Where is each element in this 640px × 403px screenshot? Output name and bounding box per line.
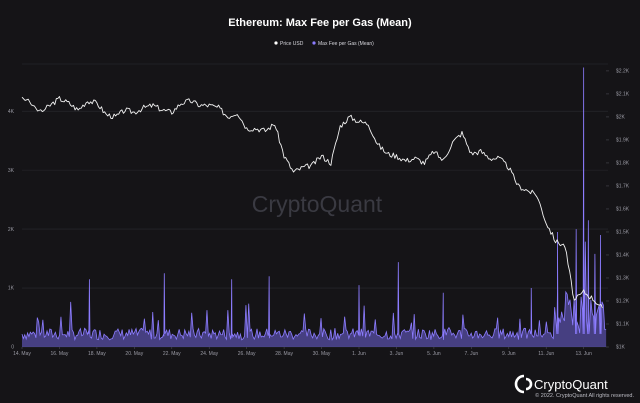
left-tick-label: 2K xyxy=(8,227,15,233)
right-tick-label: $1K xyxy=(616,345,626,351)
x-tick-label: 11. Jun xyxy=(538,351,554,357)
price-line xyxy=(21,96,603,309)
right-tick-label: $1.8K xyxy=(616,161,630,167)
cryptoquant-logo-icon xyxy=(514,374,533,394)
left-tick-label: 0 xyxy=(11,345,14,351)
x-tick-label: 20. May xyxy=(125,351,143,357)
x-tick-label: 1. Jun xyxy=(352,351,366,357)
brand-name: CryptoQuant xyxy=(534,377,608,392)
right-axis: $1K $1.1K $1.2K $1.3K $1.4K $1.5K $1.6K $1.7K $1… xyxy=(606,69,630,351)
x-tick-label: 28. May xyxy=(275,351,293,357)
right-tick-label: $1.3K xyxy=(616,276,630,282)
right-tick-label: $1.5K xyxy=(616,230,630,236)
x-tick-label: 7. Jun xyxy=(465,351,479,357)
x-tick-label: 16. May xyxy=(51,351,69,357)
right-tick-label: $1.9K xyxy=(616,138,630,144)
x-tick-label: 13. Jun xyxy=(575,351,592,357)
right-tick-label: $1.6K xyxy=(616,207,630,213)
footer-brand: CryptoQuant © 2022. CryptoQuant All righ… xyxy=(514,374,634,399)
legend-marker-price xyxy=(274,41,278,45)
x-tick-label: 24. May xyxy=(200,351,218,357)
x-tick-label: 22. May xyxy=(163,351,181,357)
right-tick-label: $2K xyxy=(616,115,626,121)
right-tick-label: $2.1K xyxy=(616,92,630,98)
right-tick-label: $1.7K xyxy=(616,184,630,190)
right-tick-label: $1.4K xyxy=(616,253,630,259)
series-max-fee xyxy=(21,67,607,347)
copyright: © 2022. CryptoQuant All rights reserved. xyxy=(535,392,634,399)
legend-label-maxfee: Max Fee per Gas (Mean) xyxy=(318,41,374,47)
x-axis: 14. May 16. May 18. May 20. May 22. May 24. M… xyxy=(13,347,592,357)
right-tick-label: $2.2K xyxy=(616,69,630,75)
x-tick-label: 5. Jun xyxy=(427,351,441,357)
fee-line xyxy=(21,67,607,342)
legend-item-maxfee[interactable]: Max Fee per Gas (Mean) xyxy=(312,41,374,47)
legend-item-price[interactable]: Price USD xyxy=(274,41,304,47)
legend-marker-maxfee xyxy=(312,41,316,45)
right-tick-label: $1.1K xyxy=(616,322,630,328)
legend-label-price: Price USD xyxy=(280,41,304,47)
x-tick-label: 26. May xyxy=(238,351,256,357)
watermark: CryptoQuant xyxy=(252,191,383,217)
right-tick-label: $1.2K xyxy=(616,299,630,305)
x-tick-label: 30. May xyxy=(313,351,331,357)
left-tick-label: 4K xyxy=(8,109,15,115)
series-price xyxy=(21,96,603,309)
left-axis: 0 1K 2K 3K 4K xyxy=(8,109,15,351)
chart-title: Ethereum: Max Fee per Gas (Mean) xyxy=(228,17,412,29)
x-tick-label: 14. May xyxy=(13,351,31,357)
x-tick-label: 3. Jun xyxy=(390,351,404,357)
x-tick-label: 9. Jun xyxy=(502,351,516,357)
left-tick-label: 3K xyxy=(8,168,15,174)
legend: Price USD Max Fee per Gas (Mean) xyxy=(274,41,374,47)
left-tick-label: 1K xyxy=(8,286,15,292)
x-tick-label: 18. May xyxy=(88,351,106,357)
